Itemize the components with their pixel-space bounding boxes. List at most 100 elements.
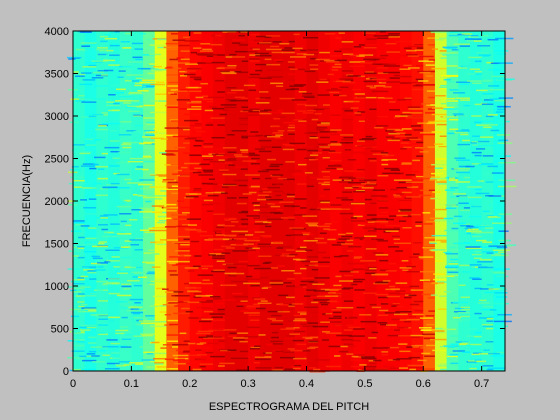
streak [203,310,215,313]
streak [222,31,238,33]
streak [302,233,310,236]
streak [415,225,422,227]
streak [169,323,181,326]
streak [221,67,236,69]
streak [88,190,105,192]
streak [389,303,401,306]
streak [304,104,318,107]
streak [149,53,162,56]
streak [118,96,134,98]
streak [149,131,157,133]
streak [172,62,191,64]
streak [471,253,487,256]
streak [319,232,327,235]
streak [206,299,215,302]
streak [196,140,204,142]
streak [342,118,356,121]
streak [324,295,339,297]
streak [382,228,402,231]
streak [186,102,204,104]
streak [180,88,197,91]
streak [433,208,449,211]
streak [338,233,346,236]
streak [227,349,237,352]
streak [67,357,84,359]
texture [253,35,285,369]
streak [142,168,149,171]
streak [481,34,489,37]
streak [223,225,235,227]
streak [152,226,166,229]
streak [377,240,398,242]
streak [139,179,157,181]
streak [494,292,508,294]
streak [247,228,261,231]
streak [365,135,373,138]
streak [395,129,404,131]
streak [341,82,355,85]
streak [341,179,362,182]
streak [403,47,413,49]
streak [469,264,485,266]
streak [158,219,169,222]
streak [196,230,208,233]
streak [272,174,286,176]
streak [342,191,353,193]
streak [478,54,492,56]
streak [475,225,490,228]
streak [406,116,426,119]
streak [377,97,385,99]
streak [130,308,139,311]
streak [77,341,89,343]
streak [475,148,486,150]
streak [171,33,181,35]
streak [83,187,97,189]
streak [365,248,382,250]
streak [431,113,449,116]
streak [83,310,102,313]
streak [329,131,338,133]
streak [426,220,442,223]
streak [116,88,126,91]
streak [358,44,370,46]
streak [393,313,408,316]
streak [341,338,361,341]
streak [213,213,229,216]
streak [171,185,183,187]
streak [440,52,455,54]
streak [377,115,393,118]
streak [258,255,279,258]
streak [97,177,117,180]
streak [78,305,87,308]
streak [242,160,257,162]
streak [350,271,359,273]
streak [294,198,313,200]
streak [385,288,405,291]
streak [121,316,128,319]
streak [148,63,159,65]
streak [286,255,298,257]
streak [442,76,451,79]
streak [85,239,105,242]
streak [331,309,348,311]
streak [142,261,158,264]
streak [77,277,85,279]
streak [291,235,308,237]
x-tick-label: 0.1 [124,378,139,390]
streak [349,65,369,67]
streak [239,340,248,343]
streak [362,32,376,34]
streak [461,341,478,344]
streak [437,281,456,283]
streak [414,310,427,312]
streak [347,181,368,184]
streak [291,99,311,101]
streak [410,289,428,291]
streak [292,258,301,261]
streak [406,137,418,139]
y-tick-label: 2500 [45,154,69,166]
streak [485,115,498,118]
streak [237,181,252,184]
streak [402,111,411,114]
streak [179,70,188,73]
